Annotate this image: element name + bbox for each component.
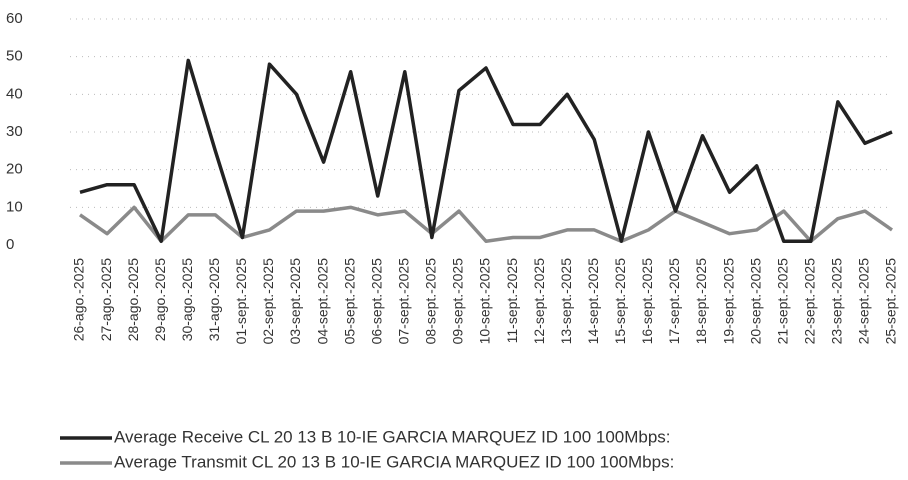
x-tick-label: 13-sept.-2025 xyxy=(558,258,574,345)
legend-label: Average Transmit CL 20 13 B 10-IE GARCIA… xyxy=(114,452,674,471)
x-tick-label: 07-sept.-2025 xyxy=(396,258,412,345)
y-tick-label: 30 xyxy=(6,123,23,140)
series-line xyxy=(79,58,893,243)
x-tick-label: 15-sept.-2025 xyxy=(612,258,628,345)
y-tick-label: 50 xyxy=(6,48,23,65)
y-tick-label: 20 xyxy=(6,161,23,178)
x-tick-label: 17-sept.-2025 xyxy=(666,258,682,345)
x-tick-label: 20-sept.-2025 xyxy=(747,258,763,345)
series-line xyxy=(79,205,893,243)
x-tick-label: 25-sept.-2025 xyxy=(883,258,899,345)
x-tick-label: 16-sept.-2025 xyxy=(639,258,655,345)
y-tick-label: 10 xyxy=(6,198,23,215)
x-tick-label: 12-sept.-2025 xyxy=(531,258,547,345)
x-tick-label: 18-sept.-2025 xyxy=(693,258,709,345)
x-tick-label: 02-sept.-2025 xyxy=(260,258,276,345)
x-tick-label: 28-ago.-2025 xyxy=(125,258,141,342)
x-tick-label: 21-sept.-2025 xyxy=(774,258,790,345)
x-tick-label: 26-ago.-2025 xyxy=(71,258,87,342)
x-tick-label: 30-ago.-2025 xyxy=(179,258,195,342)
x-tick-label: 22-sept.-2025 xyxy=(802,258,818,345)
x-tick-label: 11-sept.-2025 xyxy=(504,258,520,344)
x-tick-label: 29-ago.-2025 xyxy=(152,258,168,342)
x-tick-label: 08-sept.-2025 xyxy=(423,258,439,345)
x-tick-label: 01-sept.-2025 xyxy=(233,258,249,345)
x-tick-label: 03-sept.-2025 xyxy=(287,258,303,345)
x-tick-label: 14-sept.-2025 xyxy=(585,258,601,345)
legend-label: Average Receive CL 20 13 B 10-IE GARCIA … xyxy=(114,427,671,446)
y-tick-label: 60 xyxy=(6,10,23,27)
x-tick-label: 27-ago.-2025 xyxy=(98,258,114,342)
x-tick-label: 09-sept.-2025 xyxy=(450,258,466,345)
x-tick-label: 05-sept.-2025 xyxy=(341,258,357,345)
x-tick-label: 19-sept.-2025 xyxy=(720,258,736,345)
x-tick-label: 04-sept.-2025 xyxy=(314,258,330,345)
x-tick-label: 24-sept.-2025 xyxy=(856,258,872,345)
y-tick-label: 0 xyxy=(6,236,14,253)
x-tick-label: 23-sept.-2025 xyxy=(829,258,845,345)
x-tick-label: 10-sept.-2025 xyxy=(477,258,493,345)
x-tick-label: 31-ago.-2025 xyxy=(206,258,222,342)
x-tick-label: 06-sept.-2025 xyxy=(368,258,384,345)
y-tick-label: 40 xyxy=(6,85,23,102)
